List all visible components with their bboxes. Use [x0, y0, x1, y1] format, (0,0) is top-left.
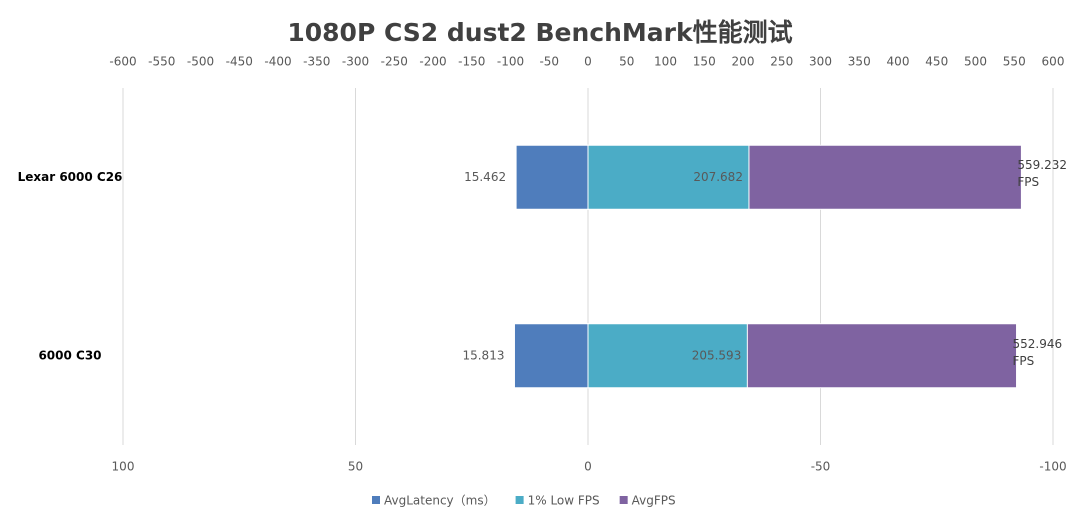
x-tick-label: -500: [187, 55, 214, 69]
data-label: 15.813: [462, 348, 504, 362]
x-tick-label: -50: [539, 55, 559, 69]
category-label: 6000 C30: [38, 348, 101, 362]
x-tick-label: -300: [342, 55, 369, 69]
x-tick-label: -600: [109, 55, 136, 69]
data-label: 207.682: [693, 170, 743, 184]
data-label: 205.593: [692, 348, 742, 362]
category-label: Lexar 6000 C26: [18, 170, 123, 184]
x-tick-label: 0: [584, 55, 592, 69]
x-tick-label: -400: [264, 55, 291, 69]
x-tick-label: 250: [770, 55, 793, 69]
x-tick-label: -450: [226, 55, 253, 69]
x-tick-label: 100: [654, 55, 677, 69]
x2-tick-label: -50: [811, 460, 831, 474]
x-tick-label: -200: [419, 55, 446, 69]
x2-tick-label: 50: [348, 460, 363, 474]
data-label: 559.232 FPS: [1017, 158, 1068, 190]
x-tick-label: 300: [809, 55, 832, 69]
x-tick-label: 200: [732, 55, 755, 69]
x-tick-label: -250: [381, 55, 408, 69]
x2-tick-label: 0: [584, 460, 592, 474]
x-tick-label: 50: [619, 55, 634, 69]
legend-label: AvgFPS: [632, 494, 676, 508]
legend-swatch: [619, 496, 628, 504]
x-tick-label: -350: [303, 55, 330, 69]
x2-tick-label: -100: [1039, 460, 1066, 474]
bar: [515, 144, 589, 210]
x-tick-label: 600: [1042, 55, 1065, 69]
x-tick-label: -100: [497, 55, 524, 69]
x-tick-label: 400: [887, 55, 910, 69]
x-tick-label: 550: [1003, 55, 1026, 69]
data-label: 15.462: [464, 170, 506, 184]
data-label: 552.946 FPS: [1012, 336, 1063, 368]
bar: [587, 144, 750, 210]
chart-title: 1080P CS2 dust2 BenchMark性能测试: [287, 18, 792, 47]
bar: [587, 323, 748, 389]
legend-label: 1% Low FPS: [528, 494, 600, 508]
x-tick-label: 500: [964, 55, 987, 69]
data-label-box: 559.232 FPS: [1017, 158, 1068, 190]
data-label-box: 552.946 FPS: [1012, 336, 1063, 368]
x-tick-label: 450: [925, 55, 948, 69]
bar: [513, 323, 589, 389]
x-tick-label: -150: [458, 55, 485, 69]
legend-label: AvgLatency（ms）: [384, 494, 496, 508]
x2-tick-label: 100: [112, 460, 135, 474]
legend-swatch: [515, 496, 524, 504]
x-tick-label: -550: [148, 55, 175, 69]
legend-swatch: [372, 496, 380, 504]
x-tick-label: 150: [693, 55, 716, 69]
x-tick-label: 350: [848, 55, 871, 69]
